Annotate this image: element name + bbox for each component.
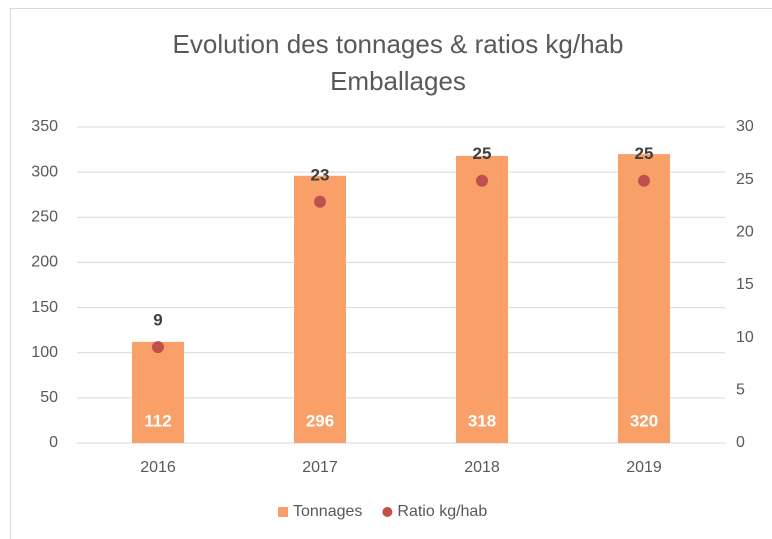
y-tick-label: 200 — [31, 254, 58, 271]
data-label: 320 — [630, 411, 658, 430]
y2-tick-label: 30 — [736, 118, 754, 135]
y2-tick-label: 15 — [736, 276, 754, 293]
y-tick-label: 100 — [31, 344, 58, 361]
chart-subtitle: Emballages — [330, 66, 466, 96]
legend-label: Tonnages — [293, 503, 362, 520]
y-tick-label: 250 — [31, 209, 58, 226]
y-tick-label: 50 — [40, 389, 58, 406]
y-tick-label: 0 — [49, 434, 58, 451]
bar — [618, 154, 670, 444]
dot — [638, 174, 650, 187]
data-label: 296 — [306, 411, 334, 430]
dot — [476, 174, 488, 187]
data-label: 23 — [311, 165, 330, 184]
y2-tick-label: 20 — [736, 224, 754, 241]
legend-label: Ratio kg/hab — [397, 503, 487, 520]
x-tick-label: 2019 — [626, 459, 662, 476]
x-tick-label: 2018 — [464, 459, 500, 476]
legend-swatch — [382, 507, 393, 517]
dot — [314, 195, 326, 208]
bar — [456, 155, 508, 444]
data-label: 9 — [153, 311, 162, 330]
bar — [132, 341, 184, 443]
y2-tick-label: 25 — [736, 171, 754, 188]
y-tick-label: 350 — [31, 118, 58, 135]
y2-tick-label: 0 — [736, 434, 745, 451]
x-tick-label: 2016 — [140, 459, 176, 476]
dot — [152, 341, 164, 354]
y-tick-label: 150 — [31, 299, 58, 316]
data-label: 112 — [144, 411, 171, 430]
legend-swatch — [278, 507, 288, 517]
data-label: 25 — [473, 144, 492, 163]
x-tick-label: 2017 — [302, 459, 338, 476]
y-tick-label: 300 — [31, 163, 58, 180]
data-label: 25 — [635, 144, 654, 163]
y2-tick-label: 5 — [736, 382, 745, 399]
bar — [294, 175, 346, 444]
chart-title: Evolution des tonnages & ratios kg/hab — [173, 29, 624, 59]
data-label: 318 — [468, 411, 496, 430]
y2-tick-label: 10 — [736, 329, 754, 346]
